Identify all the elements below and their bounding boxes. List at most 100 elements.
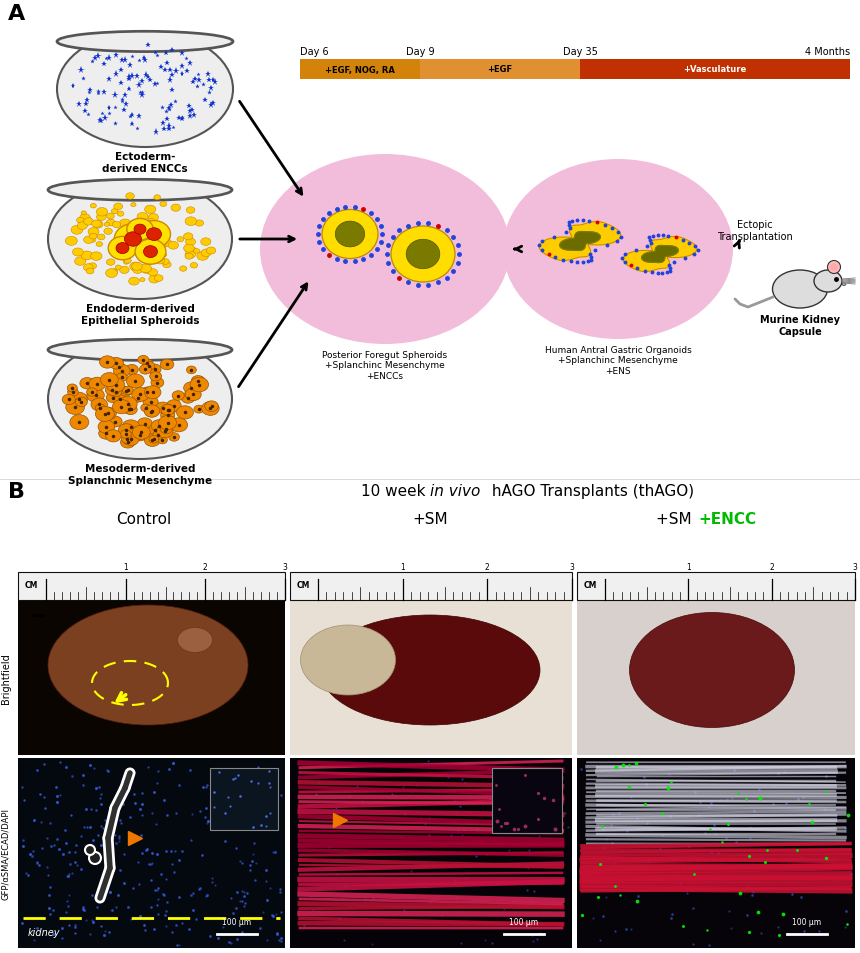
Ellipse shape (827, 261, 840, 274)
Text: B: B (8, 481, 25, 501)
Ellipse shape (161, 411, 175, 421)
FancyBboxPatch shape (577, 573, 855, 600)
Ellipse shape (406, 240, 439, 270)
FancyBboxPatch shape (18, 600, 285, 755)
Ellipse shape (121, 436, 132, 444)
Ellipse shape (322, 211, 378, 259)
Ellipse shape (114, 204, 123, 211)
Text: 100 μm: 100 μm (792, 917, 821, 926)
Ellipse shape (158, 244, 166, 250)
Ellipse shape (145, 407, 158, 417)
Ellipse shape (150, 373, 162, 381)
Ellipse shape (122, 420, 140, 435)
Ellipse shape (144, 435, 160, 447)
Ellipse shape (184, 245, 194, 253)
Ellipse shape (72, 249, 83, 256)
Ellipse shape (114, 365, 130, 378)
Ellipse shape (116, 374, 127, 382)
Text: 10 week: 10 week (360, 483, 430, 498)
Ellipse shape (772, 271, 827, 309)
Ellipse shape (148, 219, 155, 225)
Ellipse shape (135, 240, 166, 265)
Ellipse shape (121, 244, 132, 253)
Text: 2: 2 (485, 562, 489, 572)
Ellipse shape (156, 257, 164, 265)
Ellipse shape (132, 263, 142, 271)
Ellipse shape (101, 374, 118, 387)
Ellipse shape (126, 219, 153, 241)
Ellipse shape (89, 264, 96, 270)
Ellipse shape (62, 395, 76, 405)
Ellipse shape (116, 243, 129, 254)
Ellipse shape (146, 229, 162, 241)
Text: 1: 1 (400, 562, 405, 572)
Text: +EGF, NOG, RA: +EGF, NOG, RA (325, 66, 395, 74)
FancyBboxPatch shape (492, 768, 562, 833)
Ellipse shape (194, 406, 204, 414)
Ellipse shape (162, 259, 169, 265)
Ellipse shape (115, 266, 121, 270)
Ellipse shape (140, 228, 147, 233)
Ellipse shape (95, 405, 105, 413)
Ellipse shape (75, 257, 86, 266)
Text: 1: 1 (123, 562, 128, 572)
Ellipse shape (48, 339, 232, 459)
Ellipse shape (197, 253, 208, 261)
FancyBboxPatch shape (580, 60, 850, 80)
Ellipse shape (185, 252, 195, 259)
Text: GFP/αSMA/ECAD/DAPI: GFP/αSMA/ECAD/DAPI (2, 807, 10, 899)
Ellipse shape (87, 389, 104, 403)
Ellipse shape (70, 416, 89, 430)
Ellipse shape (111, 210, 118, 214)
FancyBboxPatch shape (420, 60, 580, 80)
Ellipse shape (190, 377, 208, 393)
Text: Mesoderm-derived
Splanchnic Mesenchyme: Mesoderm-derived Splanchnic Mesenchyme (68, 463, 212, 485)
Ellipse shape (133, 431, 147, 441)
Ellipse shape (95, 407, 114, 422)
Ellipse shape (120, 236, 131, 244)
Ellipse shape (144, 386, 161, 399)
Ellipse shape (205, 401, 218, 412)
Ellipse shape (113, 222, 120, 229)
Ellipse shape (190, 263, 198, 269)
Ellipse shape (120, 267, 129, 274)
Text: 4 Months: 4 Months (805, 47, 850, 57)
Text: 2: 2 (203, 562, 208, 572)
Text: 100 μm: 100 μm (509, 917, 538, 926)
Ellipse shape (89, 234, 97, 240)
Ellipse shape (111, 270, 118, 274)
Ellipse shape (99, 428, 114, 439)
Ellipse shape (125, 405, 138, 416)
Ellipse shape (88, 229, 99, 236)
Text: Endoderm-derived
Epithelial Spheroids: Endoderm-derived Epithelial Spheroids (81, 304, 200, 325)
Ellipse shape (191, 376, 205, 387)
Text: Human Antral Gastric Organoids
+Splanchinc Mesenchyme
+ENS: Human Antral Gastric Organoids +Splanchi… (544, 346, 691, 375)
Ellipse shape (107, 378, 125, 393)
Ellipse shape (154, 195, 161, 200)
Ellipse shape (206, 248, 216, 254)
Ellipse shape (71, 393, 88, 406)
Ellipse shape (100, 356, 115, 369)
Ellipse shape (160, 202, 167, 207)
Ellipse shape (107, 393, 119, 403)
Ellipse shape (144, 247, 157, 258)
Ellipse shape (114, 225, 151, 255)
Ellipse shape (157, 425, 173, 438)
Polygon shape (539, 222, 621, 261)
Ellipse shape (161, 253, 167, 257)
Ellipse shape (161, 405, 175, 416)
Ellipse shape (120, 220, 131, 229)
Ellipse shape (320, 616, 540, 725)
Ellipse shape (107, 259, 115, 266)
Ellipse shape (151, 420, 166, 433)
Ellipse shape (48, 340, 232, 361)
Ellipse shape (90, 253, 102, 261)
Ellipse shape (92, 221, 101, 228)
Ellipse shape (114, 363, 126, 373)
Polygon shape (560, 233, 600, 252)
Ellipse shape (57, 32, 233, 52)
Ellipse shape (194, 250, 200, 253)
Ellipse shape (186, 239, 195, 246)
Text: CM: CM (25, 580, 39, 590)
Text: Day 9: Day 9 (406, 47, 434, 57)
